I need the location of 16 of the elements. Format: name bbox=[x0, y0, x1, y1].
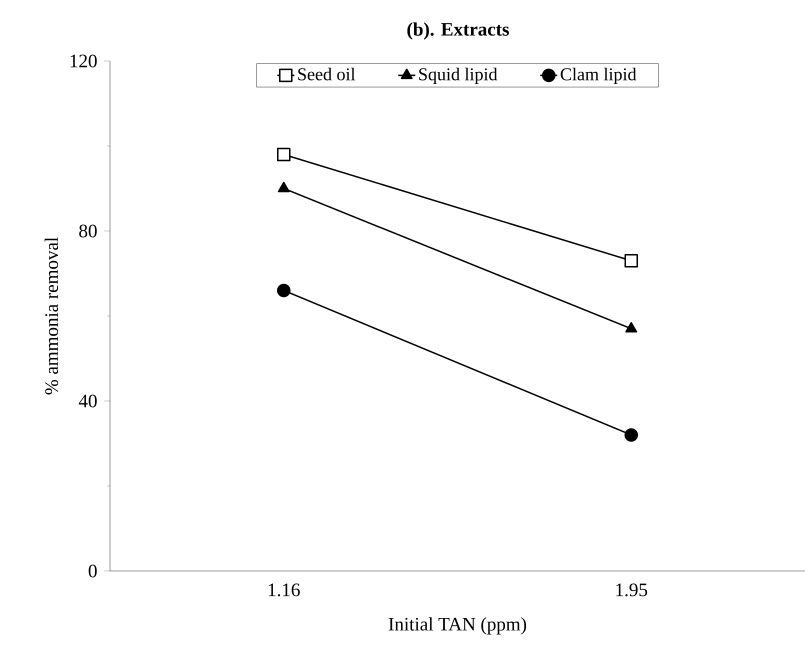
x-axis-title: Initial TAN (ppm) bbox=[388, 617, 526, 634]
legend-label: Clam lipid bbox=[560, 68, 636, 84]
y-tick-label: 0 bbox=[88, 564, 97, 578]
y-tick-label: 120 bbox=[70, 54, 97, 68]
chart-title: (b). Extracts bbox=[407, 22, 509, 40]
y-tick-label: 40 bbox=[78, 394, 97, 408]
point bbox=[277, 284, 291, 298]
point bbox=[624, 254, 638, 268]
y-axis-title: % ammonia removal bbox=[44, 237, 58, 394]
x-tick-label: 1.16 bbox=[268, 584, 300, 596]
y-tick-label: 80 bbox=[79, 224, 97, 238]
legend-label: Squid lipid bbox=[419, 68, 498, 84]
x-tick-label: 1.95 bbox=[616, 584, 648, 596]
point bbox=[277, 148, 291, 162]
legend-label: Seed oil bbox=[298, 68, 356, 80]
point bbox=[624, 428, 638, 442]
